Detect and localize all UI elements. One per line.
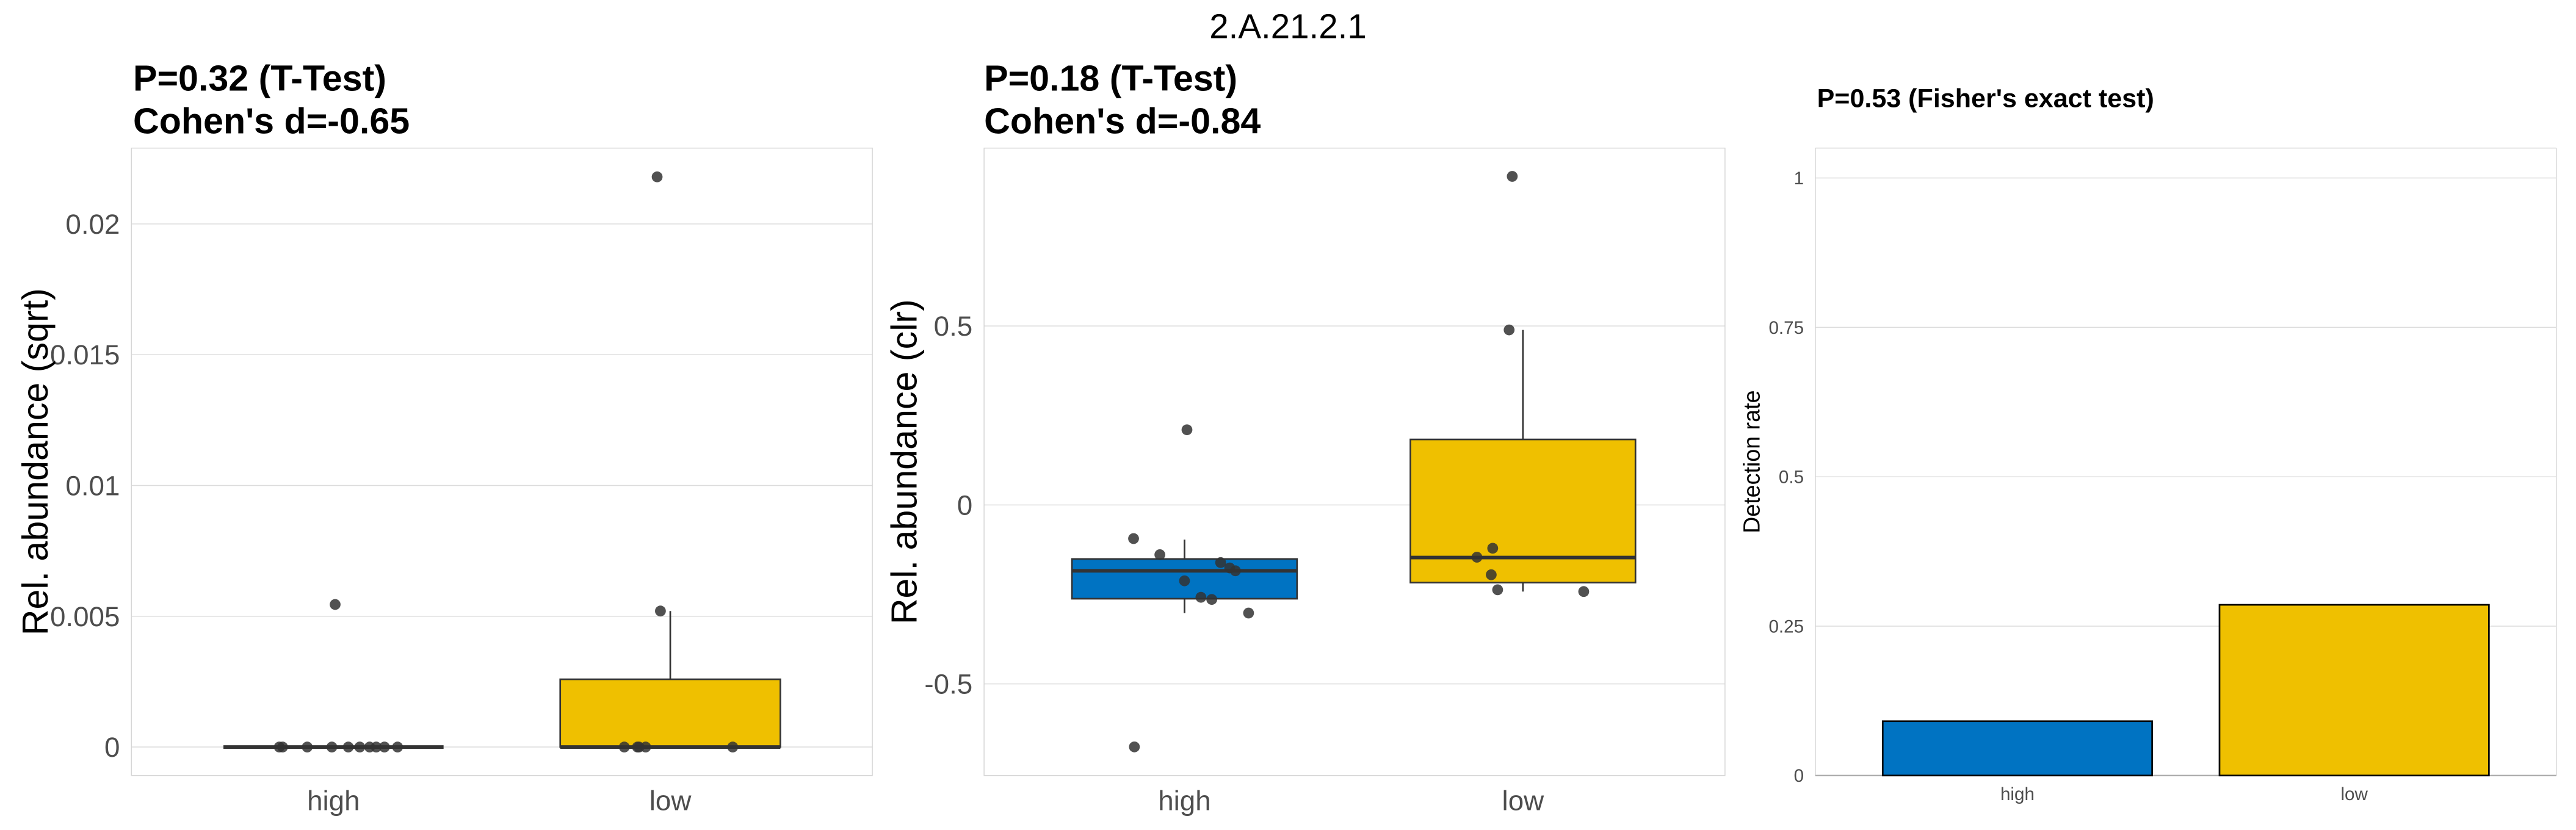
data-point xyxy=(392,742,403,752)
y-tick-label: 0 xyxy=(104,732,120,763)
data-point xyxy=(354,742,366,752)
panel-clr-boxplot: -0.5 0 0.5 P=0.18 (T-Test)Cohen's d=-0.84 Re… xyxy=(884,57,1726,816)
data-point xyxy=(1486,569,1497,580)
x-tick-label: high xyxy=(307,785,360,816)
data-point xyxy=(655,605,666,617)
data-point xyxy=(371,742,382,752)
y-tick-label: 0.5 xyxy=(1779,467,1804,488)
y-tick-label: 0.25 xyxy=(1768,616,1804,637)
data-point xyxy=(640,742,651,752)
panel-title: P=0.32 (T-Test) xyxy=(133,57,386,98)
y-axis-label: Detection rate xyxy=(1738,390,1764,533)
figure-title: 2.A.21.2.1 xyxy=(1209,7,1367,45)
data-point xyxy=(302,742,313,752)
data-point xyxy=(1578,586,1590,597)
y-tick-label: 0 xyxy=(1794,766,1804,786)
panel-border xyxy=(983,147,1726,776)
data-point xyxy=(1503,324,1515,336)
data-point xyxy=(1129,741,1140,752)
data-point xyxy=(618,742,630,752)
x-tick-label: high xyxy=(1158,785,1211,816)
panel-title: P=0.18 (T-Test) xyxy=(984,57,1237,98)
y-tick-label: -0.5 xyxy=(924,669,972,700)
panel-detection-rate-bar: 0 0.25 0.5 0.75 1 P=0.53 (Fisher's exact test… xyxy=(1738,84,2557,804)
y-tick-label: 0.75 xyxy=(1768,318,1804,338)
data-point xyxy=(1128,533,1139,544)
x-tick-label: high xyxy=(2000,784,2035,804)
data-point xyxy=(1179,575,1190,586)
data-point xyxy=(378,742,390,752)
x-tick-label: low xyxy=(2340,784,2368,804)
data-point xyxy=(727,742,739,752)
y-tick-label: 0 xyxy=(957,489,972,521)
y-axis-label: Rel. abundance (sqrt) xyxy=(15,288,56,635)
data-point xyxy=(1154,549,1165,560)
data-point xyxy=(1181,424,1193,436)
data-point xyxy=(1195,591,1207,603)
box-low xyxy=(559,678,781,748)
data-point xyxy=(1507,171,1518,182)
bar-high xyxy=(1881,720,2153,777)
y-tick-label: 0.02 xyxy=(65,209,120,240)
data-point xyxy=(342,742,354,752)
panel-title: P=0.53 (Fisher's exact test) xyxy=(1817,84,2154,113)
data-point xyxy=(1243,607,1254,619)
y-tick-label: 1 xyxy=(1794,168,1804,189)
bar-low xyxy=(2218,604,2490,777)
y-tick-label: 0.005 xyxy=(50,601,120,632)
box-low xyxy=(1409,438,1637,583)
data-point xyxy=(1206,594,1218,605)
data-point xyxy=(1229,565,1241,577)
data-point xyxy=(1487,543,1499,554)
y-tick-label: 0.5 xyxy=(934,311,973,342)
x-tick-label: low xyxy=(1502,785,1545,816)
y-tick-label: 0.015 xyxy=(50,339,120,370)
panel-border xyxy=(131,147,873,776)
panel-title: Cohen's d=-0.65 xyxy=(133,100,410,141)
data-point xyxy=(273,742,285,752)
y-axis-label: Rel. abundance (clr) xyxy=(884,299,925,624)
panel-title: Cohen's d=-0.84 xyxy=(984,100,1261,141)
data-point xyxy=(330,599,341,610)
data-point xyxy=(1492,584,1503,596)
data-point xyxy=(1471,552,1483,563)
panel-sqrt-boxplot: 0 0.005 0.01 0.015 0.02 P=0.32 (T-Test)Cohen'… xyxy=(15,57,873,816)
data-point xyxy=(326,742,338,752)
data-point xyxy=(651,171,663,182)
data-point xyxy=(1215,557,1226,568)
x-tick-label: low xyxy=(649,785,692,816)
y-tick-label: 0.01 xyxy=(65,470,120,501)
